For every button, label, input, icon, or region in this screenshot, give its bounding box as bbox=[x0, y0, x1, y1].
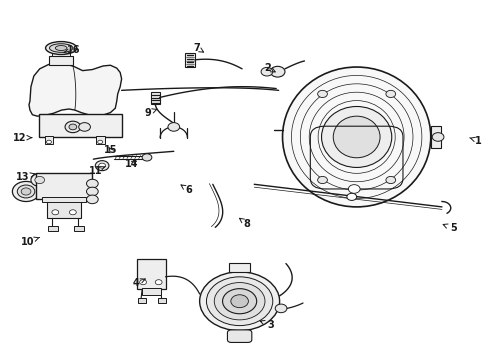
Bar bbox=[47, 198, 81, 218]
Bar bbox=[74, 226, 83, 231]
Circle shape bbox=[17, 185, 35, 198]
Bar bbox=[151, 93, 159, 104]
Circle shape bbox=[86, 195, 98, 204]
Bar bbox=[430, 126, 441, 148]
Bar bbox=[44, 136, 53, 144]
Bar bbox=[39, 114, 122, 137]
Circle shape bbox=[79, 123, 90, 131]
Text: 2: 2 bbox=[264, 63, 275, 73]
Bar bbox=[42, 197, 86, 202]
Circle shape bbox=[65, 121, 81, 133]
Circle shape bbox=[31, 174, 48, 186]
Circle shape bbox=[222, 289, 256, 314]
Circle shape bbox=[317, 176, 327, 184]
Ellipse shape bbox=[49, 44, 73, 52]
Bar bbox=[142, 288, 160, 296]
Bar bbox=[52, 52, 70, 55]
Polygon shape bbox=[29, 63, 122, 116]
Text: 4: 4 bbox=[133, 278, 145, 288]
Text: 5: 5 bbox=[442, 224, 456, 233]
Circle shape bbox=[385, 90, 395, 98]
Bar bbox=[96, 136, 104, 144]
Circle shape bbox=[275, 304, 286, 313]
Circle shape bbox=[46, 140, 51, 144]
Circle shape bbox=[270, 66, 285, 77]
Ellipse shape bbox=[282, 67, 430, 207]
Text: 16: 16 bbox=[64, 45, 81, 55]
Text: 9: 9 bbox=[144, 108, 157, 118]
Ellipse shape bbox=[332, 116, 379, 158]
Text: 10: 10 bbox=[20, 237, 40, 247]
Bar bbox=[158, 298, 165, 303]
Circle shape bbox=[385, 176, 395, 184]
Circle shape bbox=[347, 185, 359, 193]
Circle shape bbox=[206, 277, 272, 325]
Text: 12: 12 bbox=[13, 133, 32, 143]
Text: 1: 1 bbox=[469, 136, 481, 145]
Bar bbox=[36, 173, 92, 199]
Circle shape bbox=[155, 280, 162, 285]
Bar bbox=[184, 53, 194, 67]
Circle shape bbox=[142, 154, 152, 161]
Bar bbox=[228, 263, 250, 272]
Circle shape bbox=[261, 67, 272, 76]
Text: 11: 11 bbox=[89, 166, 105, 176]
Circle shape bbox=[199, 272, 279, 330]
Circle shape bbox=[12, 181, 40, 202]
Circle shape bbox=[69, 124, 77, 130]
Ellipse shape bbox=[321, 107, 391, 167]
Circle shape bbox=[52, 210, 59, 215]
Text: 7: 7 bbox=[193, 43, 203, 53]
Text: 3: 3 bbox=[260, 320, 273, 330]
Ellipse shape bbox=[45, 41, 77, 54]
Bar bbox=[137, 259, 165, 289]
Text: 14: 14 bbox=[124, 159, 138, 169]
Circle shape bbox=[35, 176, 44, 184]
Text: 8: 8 bbox=[239, 218, 250, 229]
Circle shape bbox=[431, 133, 443, 141]
Ellipse shape bbox=[55, 45, 67, 50]
Circle shape bbox=[317, 90, 327, 98]
Circle shape bbox=[346, 193, 356, 201]
Circle shape bbox=[214, 283, 264, 320]
Circle shape bbox=[86, 179, 98, 188]
Circle shape bbox=[95, 161, 109, 171]
Circle shape bbox=[86, 187, 98, 196]
Circle shape bbox=[99, 163, 105, 168]
Bar bbox=[138, 298, 146, 303]
Bar bbox=[48, 226, 58, 231]
Circle shape bbox=[140, 280, 146, 285]
Bar bbox=[49, 55, 73, 64]
Circle shape bbox=[21, 188, 31, 195]
Circle shape bbox=[230, 295, 248, 308]
Circle shape bbox=[69, 210, 76, 215]
Text: 15: 15 bbox=[103, 144, 117, 154]
Text: 6: 6 bbox=[181, 185, 191, 195]
Text: 13: 13 bbox=[16, 172, 35, 182]
Circle shape bbox=[98, 140, 102, 144]
Circle shape bbox=[167, 123, 179, 131]
FancyBboxPatch shape bbox=[227, 330, 251, 342]
